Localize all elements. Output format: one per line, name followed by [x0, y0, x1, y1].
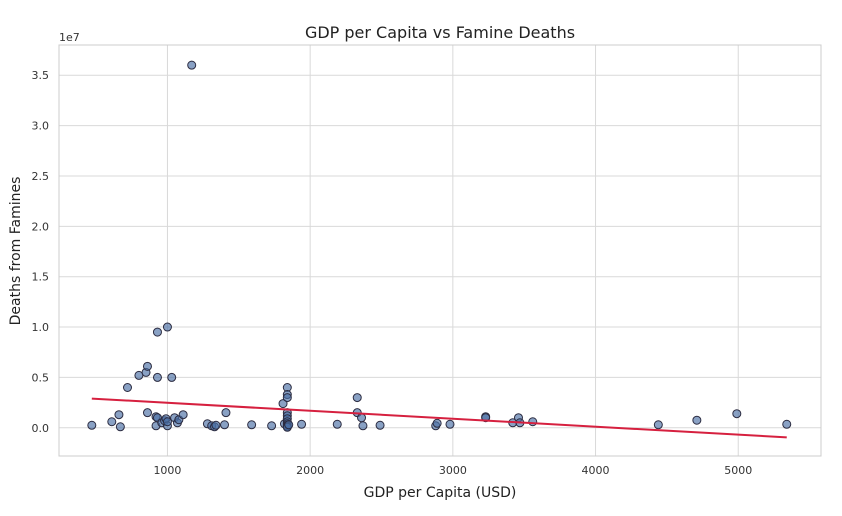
data-point — [357, 413, 367, 423]
x-tick-label: 2000 — [296, 464, 324, 477]
data-point — [114, 410, 124, 420]
data-point — [358, 421, 368, 431]
x-tick-label: 3000 — [439, 464, 467, 477]
y-tick-label: 2.0 — [32, 220, 50, 233]
x-tick-label: 4000 — [582, 464, 610, 477]
data-point — [142, 361, 152, 371]
data-point — [332, 419, 342, 429]
data-point — [284, 420, 294, 430]
data-point — [178, 410, 188, 420]
y-tick-label: 2.5 — [32, 170, 50, 183]
data-point — [732, 409, 742, 419]
data-point — [282, 393, 292, 403]
y-axis-offset-label: 1e7 — [59, 31, 80, 44]
data-point — [653, 420, 663, 430]
data-point — [221, 408, 231, 418]
x-gridlines — [166, 45, 739, 456]
data-point — [211, 420, 221, 430]
y-tick-label: 1.0 — [32, 321, 50, 334]
data-point — [528, 417, 538, 427]
data-point — [87, 420, 97, 430]
y-tick-label: 0.5 — [32, 371, 50, 384]
x-tick-label: 1000 — [153, 464, 181, 477]
plot-area — [59, 45, 821, 456]
data-point — [692, 415, 702, 425]
data-point — [107, 417, 117, 427]
data-point — [220, 420, 230, 430]
y-tick-label: 1.5 — [32, 271, 50, 284]
data-point — [432, 418, 442, 428]
plot-frame — [58, 44, 822, 457]
data-point — [352, 393, 362, 403]
y-tick-label: 0.0 — [32, 422, 50, 435]
x-axis-label: GDP per Capita (USD) — [364, 485, 517, 501]
y-axis-ticks: 0.0 0.5 1.0 1.5 2.0 2.5 3.0 3.5 — [32, 69, 50, 435]
y-gridlines — [59, 74, 821, 429]
x-tick-label: 5000 — [724, 464, 752, 477]
y-axis-label: Deaths from Famines — [8, 177, 24, 326]
data-point — [782, 419, 792, 429]
data-point — [278, 399, 288, 409]
y-tick-label: 3.0 — [32, 120, 50, 133]
data-point — [267, 421, 277, 431]
data-point — [297, 419, 307, 429]
data-point — [115, 422, 125, 432]
data-point — [167, 372, 177, 382]
data-point — [375, 420, 385, 430]
data-point — [162, 417, 172, 427]
data-point — [152, 372, 162, 382]
trend-line — [91, 397, 787, 439]
data-points — [87, 60, 792, 432]
data-point — [122, 383, 132, 392]
chart-title: GDP per Capita vs Famine Deaths — [305, 23, 575, 42]
data-point — [445, 419, 455, 429]
data-point — [247, 420, 257, 430]
data-point — [187, 60, 197, 70]
y-tick-label: 3.5 — [32, 69, 50, 82]
x-axis-ticks: 1000 2000 3000 4000 5000 — [153, 464, 752, 477]
data-point — [142, 408, 152, 418]
data-point — [162, 322, 172, 332]
data-point — [152, 327, 162, 337]
